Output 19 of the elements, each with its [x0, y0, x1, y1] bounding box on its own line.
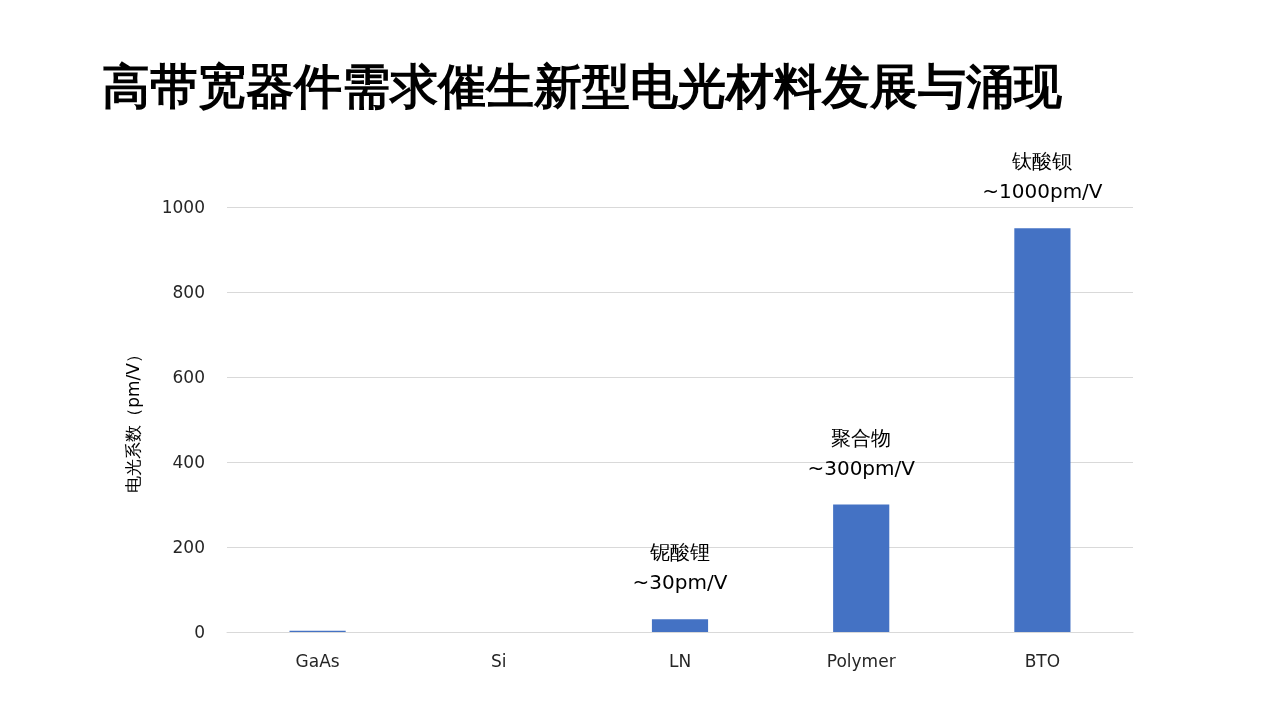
bar — [1014, 228, 1071, 632]
y-tick-label: 0 — [194, 622, 205, 642]
y-tick-label: 600 — [172, 367, 205, 387]
annotation: 聚合物 ~300pm/V — [807, 425, 916, 480]
x-tick-label: Polymer — [826, 650, 896, 671]
annotation: 铌酸锂 ~30pm/V — [632, 540, 728, 595]
x-tick-label: GaAs — [295, 650, 340, 671]
y-tick-label: 800 — [172, 282, 205, 302]
y-tick-label: 400 — [172, 452, 205, 472]
y-tick-label: 1000 — [161, 197, 205, 217]
x-tick-label: Si — [491, 650, 507, 671]
annotation: 钛酸钡 ~1000pm/V — [982, 149, 1103, 204]
chart-title: 高带宽器件需求催生新型电光材料发展与涌现 — [102, 58, 1063, 114]
bar — [833, 504, 890, 632]
bar — [651, 619, 709, 632]
y-tick-label: 200 — [172, 537, 205, 557]
y-axis-title: 电光系数（pm/V） — [122, 346, 143, 493]
x-tick-label: BTO — [1024, 650, 1061, 671]
x-tick-label: LN — [668, 650, 692, 671]
